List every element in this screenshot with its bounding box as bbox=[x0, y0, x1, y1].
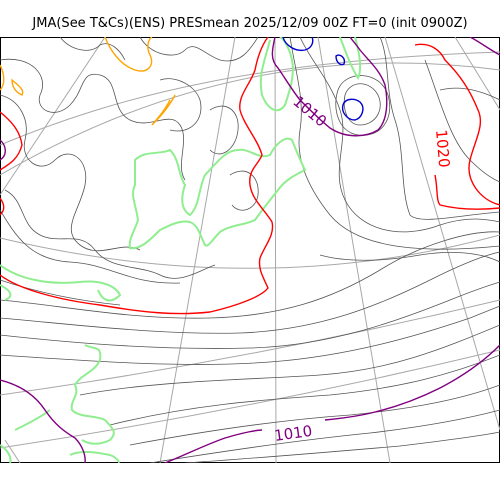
pressure-map[interactable]: 1010 1020 1010 bbox=[0, 37, 500, 463]
coastline-sakhalin bbox=[339, 37, 362, 81]
meridian-line bbox=[159, 37, 236, 463]
meridian-line bbox=[384, 37, 500, 431]
low-north-contour bbox=[282, 37, 314, 52]
coastline-west bbox=[0, 284, 12, 301]
map-canvas: 1010 1020 1010 bbox=[0, 37, 500, 463]
low-center-contour bbox=[341, 98, 364, 121]
meridian-line bbox=[274, 37, 277, 463]
coastline-islands-4 bbox=[0, 444, 12, 463]
map-border bbox=[0, 37, 500, 463]
coastline-japan bbox=[128, 137, 307, 250]
parallel-line bbox=[0, 349, 500, 449]
isobar-1020-east bbox=[414, 43, 500, 206]
isobar-1010-ne bbox=[469, 37, 500, 56]
parallel-line bbox=[0, 51, 500, 146]
isobars-1020 bbox=[0, 37, 500, 315]
isobar-1020-west bbox=[0, 111, 23, 171]
isobar-1010-west bbox=[0, 139, 6, 161]
coastline-korea bbox=[0, 264, 122, 302]
coastline-islands-2 bbox=[14, 409, 51, 431]
parallel-line bbox=[0, 62, 500, 176]
contour-label-1020-right: 1020 bbox=[432, 129, 453, 169]
meridian-line bbox=[4, 439, 21, 463]
parallel-line bbox=[0, 299, 500, 396]
coastlines bbox=[0, 37, 362, 463]
isobar-1010-sw bbox=[0, 379, 86, 463]
isobar-1010-upper bbox=[271, 37, 388, 137]
isobar-1010-lower bbox=[164, 344, 500, 463]
graticule bbox=[0, 37, 500, 463]
coastline-hokkaido bbox=[259, 37, 294, 112]
coastline-islands bbox=[70, 344, 115, 445]
meridian-line bbox=[317, 37, 391, 463]
low-small-contour bbox=[335, 54, 346, 66]
isobar-1020-main bbox=[0, 37, 274, 315]
isobars-1010 bbox=[0, 37, 500, 463]
parallel-line bbox=[0, 234, 500, 269]
isobars-grey bbox=[0, 37, 500, 463]
isobar-1020-west-2 bbox=[0, 197, 5, 216]
isobar-1020-east-lower bbox=[434, 174, 500, 210]
coastline-islands-3 bbox=[69, 451, 120, 463]
isobars-low bbox=[282, 37, 364, 121]
meridian-line bbox=[0, 37, 106, 196]
meridian-line bbox=[454, 37, 500, 111]
chart-title: JMA(See T&Cs)(ENS) PRESmean 2025/12/09 0… bbox=[32, 16, 468, 31]
isobars-1030 bbox=[0, 37, 176, 126]
contour-label-1010-lower: 1010 bbox=[273, 422, 313, 445]
